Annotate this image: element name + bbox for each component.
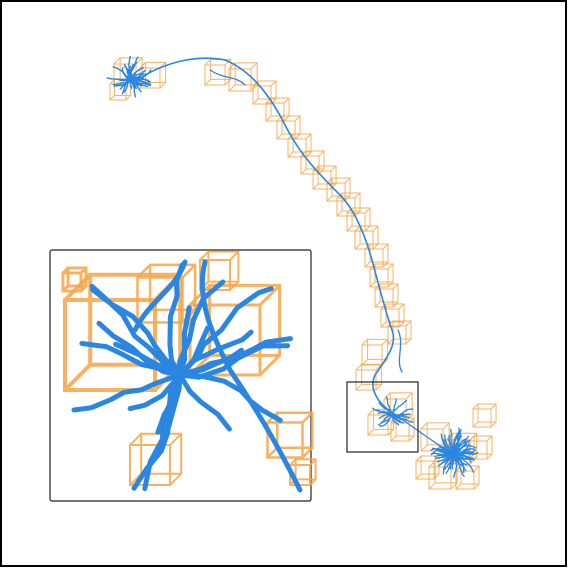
dendrite	[177, 372, 232, 432]
bounding-box	[188, 283, 282, 377]
dendrite	[129, 73, 136, 81]
bounding-box	[199, 250, 240, 291]
dendrite	[119, 78, 131, 81]
bounding-box	[136, 263, 197, 324]
dendrite	[436, 454, 456, 463]
dendrite	[378, 401, 393, 416]
dendrite	[454, 449, 476, 456]
dendrite	[454, 454, 465, 478]
neuron-view	[106, 55, 497, 490]
dendrite	[96, 320, 183, 378]
dendrite	[121, 79, 131, 95]
bounding-box	[455, 465, 480, 490]
dendrite	[129, 79, 142, 93]
dendrite	[454, 443, 468, 456]
bounding-box	[369, 263, 394, 288]
dendrite	[177, 279, 226, 378]
bounding-box	[228, 62, 258, 92]
dendrite	[129, 78, 147, 86]
dendrite	[378, 414, 393, 419]
axon	[132, 259, 188, 333]
dendrite	[177, 325, 211, 378]
bounding-box	[129, 432, 183, 486]
dendrite	[377, 414, 393, 426]
bounding-box	[139, 61, 167, 89]
dendrite	[453, 430, 462, 456]
bounding-box	[428, 460, 458, 490]
dendrite	[90, 287, 183, 378]
dendrite	[391, 398, 397, 416]
bounding-box	[355, 363, 383, 391]
dendrite	[454, 454, 475, 473]
dendrite	[391, 414, 405, 417]
dendrite	[379, 414, 393, 427]
axon	[139, 57, 395, 413]
bounding-box	[468, 435, 493, 460]
bounding-box	[383, 392, 413, 422]
dendrite	[447, 438, 456, 456]
dendrite	[71, 372, 183, 413]
bounding-box	[380, 303, 405, 328]
dendrite	[391, 414, 405, 424]
bounding-box	[289, 458, 317, 486]
dendrite	[127, 372, 183, 412]
bounding-box	[204, 58, 232, 86]
bounding-box	[472, 403, 497, 428]
inset-view	[61, 250, 317, 493]
bounding-box	[374, 283, 399, 308]
dendrite	[453, 454, 458, 478]
dendrite	[131, 372, 183, 491]
dendrite	[440, 433, 456, 456]
dendrite	[177, 347, 244, 378]
bounding-box	[61, 266, 88, 293]
dendrite	[391, 414, 400, 426]
dendrite	[128, 55, 131, 81]
dendrite	[391, 414, 401, 422]
dendrite	[177, 343, 291, 380]
axon	[199, 259, 303, 493]
dendrite	[436, 453, 456, 456]
zoom-region	[346, 381, 419, 453]
